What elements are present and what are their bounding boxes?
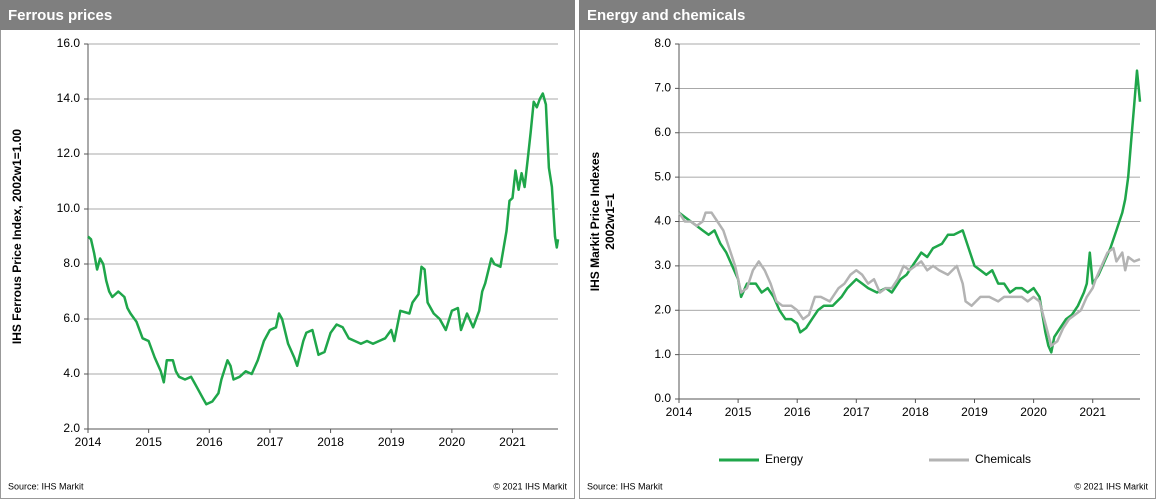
y-tick-label: 14.0 [57,91,81,105]
y-tick-label: 3.0 [654,258,671,272]
x-tick-label: 2016 [784,405,811,419]
y-tick-label: 8.0 [63,256,80,270]
y-axis-label: IHS Ferrous Price Index, 2002w1=1.00 [10,129,24,344]
panel-title: Energy and chemicals [587,7,745,24]
y-axis-label: 2002w1=1 [603,193,617,250]
y-tick-label: 12.0 [57,146,81,160]
x-tick-label: 2015 [725,405,752,419]
source: Source: IHS Markit [8,481,84,491]
y-tick-label: 4.0 [63,366,80,380]
y-tick-label: 0.0 [654,391,671,405]
x-tick-label: 2018 [902,405,929,419]
panel-header [0,0,575,30]
series-line [87,92,560,406]
y-tick-label: 6.0 [63,311,80,325]
x-tick-label: 2021 [1079,405,1106,419]
copyright: © 2021 IHS Markit [493,481,567,491]
panel [0,0,575,499]
y-tick-label: 8.0 [654,36,671,50]
x-tick-label: 2017 [257,435,284,449]
x-tick-label: 2020 [1020,405,1047,419]
x-tick-label: 2014 [666,405,693,419]
x-tick-label: 2018 [317,435,344,449]
x-tick-label: 2015 [135,435,162,449]
legend-label: Energy [765,452,803,466]
panel-title: Ferrous prices [8,7,112,24]
y-tick-label: 1.0 [654,347,671,361]
y-tick-label: 6.0 [654,125,671,139]
y-tick-label: 10.0 [57,201,81,215]
x-tick-label: 2021 [499,435,526,449]
y-tick-label: 4.0 [654,214,671,228]
x-tick-label: 2019 [961,405,988,419]
series-line [677,211,1141,348]
copyright: © 2021 IHS Markit [1074,481,1148,491]
x-tick-label: 2019 [378,435,405,449]
y-tick-label: 2.0 [654,302,671,316]
legend-label: Chemicals [975,452,1031,466]
y-tick-label: 7.0 [654,81,671,95]
panel [579,0,1156,499]
y-tick-label: 5.0 [654,169,671,183]
x-tick-label: 2014 [75,435,102,449]
x-tick-label: 2017 [843,405,870,419]
series-line [678,69,1142,354]
y-tick-label: 2.0 [63,421,80,435]
x-tick-label: 2020 [439,435,466,449]
panel-header [579,0,1156,30]
source: Source: IHS Markit [587,481,663,491]
x-tick-label: 2016 [196,435,223,449]
y-tick-label: 16.0 [57,36,81,50]
y-axis-label: IHS Markit Price Indexes [588,151,602,291]
